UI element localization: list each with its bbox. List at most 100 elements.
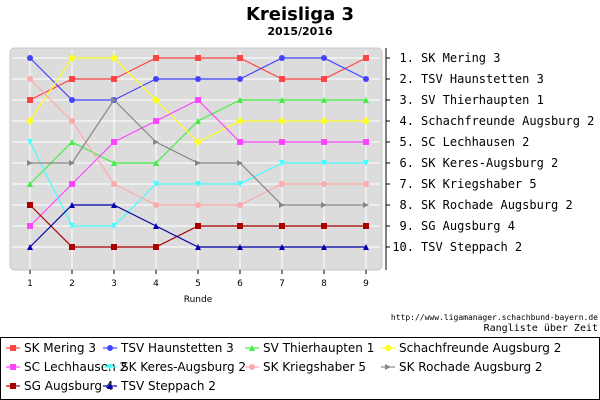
data-point [278, 117, 286, 125]
chart-subtitle: 2015/2016 [267, 25, 333, 38]
data-point [279, 76, 285, 82]
data-point [68, 54, 76, 62]
data-point [27, 55, 33, 61]
data-point [363, 223, 369, 229]
data-point [279, 181, 285, 187]
series-group [27, 97, 369, 187]
legend: SK Mering 3 TSV Haunstetten 3 SV Thierhaup… [0, 337, 600, 400]
data-point [195, 76, 201, 82]
legend-label: SK Kriegshaber 5 [263, 360, 366, 374]
plot-area [9, 47, 383, 271]
data-point [363, 244, 369, 250]
rank-label: 7. [400, 177, 414, 191]
legend-label: TSV Haunstetten 3 [120, 341, 234, 355]
legend-label: SK Rochade Augsburg 2 [399, 360, 543, 374]
credit-link[interactable]: http://www.ligamanager.schachbund-bayern… [391, 313, 598, 322]
legend-label: SC Lechhausen 2 [24, 360, 127, 374]
data-point [153, 76, 159, 82]
legend-item: SK Keres-Augsburg 2 [103, 360, 246, 374]
data-point [69, 97, 75, 103]
x-tick-label: 2 [69, 279, 75, 289]
data-point [153, 160, 159, 166]
data-point [279, 97, 285, 103]
data-point [153, 244, 159, 250]
data-point [111, 202, 117, 208]
series-group [27, 55, 369, 103]
data-point [27, 139, 33, 145]
rank-label: 9. [400, 219, 414, 233]
data-point [27, 223, 33, 229]
data-point [153, 223, 159, 229]
data-point [237, 244, 243, 250]
x-axis-label: Runde [184, 295, 213, 305]
rank-team-name: TSV Steppach 2 [421, 240, 522, 254]
data-point [110, 54, 118, 62]
data-point [236, 117, 244, 125]
data-point [195, 118, 201, 124]
x-tick-label: 4 [153, 279, 159, 289]
series-group [27, 97, 369, 208]
data-point [111, 244, 117, 250]
data-point [279, 223, 285, 229]
x-tick-label: 7 [279, 279, 285, 289]
legend-label: SV Thierhaupten 1 [263, 341, 374, 355]
series-group [27, 97, 369, 229]
data-point [237, 139, 243, 145]
data-point [321, 55, 327, 61]
legend-marker [10, 345, 16, 351]
data-point [237, 223, 243, 229]
data-point [279, 244, 285, 250]
data-point [69, 223, 75, 229]
data-point [69, 181, 75, 187]
data-point [153, 139, 159, 145]
data-point [279, 55, 285, 61]
caption: Rangliste über Zeit [484, 323, 598, 334]
data-point [237, 202, 243, 208]
data-point [27, 202, 33, 208]
data-point [195, 244, 201, 250]
legend-item: TSV Steppach 2 [103, 379, 216, 393]
legend-marker [107, 383, 113, 389]
rank-team-name: SG Augsburg 4 [421, 219, 515, 233]
legend-marker [385, 364, 391, 370]
legend-marker [107, 345, 113, 351]
legend-label: Schachfreunde Augsburg 2 [399, 341, 561, 355]
data-point [321, 244, 327, 250]
rank-team-name: SK Keres-Augsburg 2 [421, 156, 558, 170]
x-tick-label: 1 [27, 279, 33, 289]
legend-marker [10, 383, 16, 389]
legend-items: SK Mering 3 TSV Haunstetten 3 SV Thierhaup… [6, 341, 561, 393]
data-point [69, 160, 75, 166]
data-point [153, 118, 159, 124]
rank-team-name: SV Thierhaupten 1 [421, 93, 544, 107]
rank-label: 4. [400, 114, 414, 128]
data-point [363, 55, 369, 61]
legend-label: SK Keres-Augsburg 2 [121, 360, 246, 374]
data-point [69, 118, 75, 124]
data-point [237, 55, 243, 61]
data-point [152, 96, 160, 104]
data-point [363, 76, 369, 82]
data-point [321, 76, 327, 82]
data-point [321, 181, 327, 187]
data-point [279, 202, 285, 208]
data-point [195, 55, 201, 61]
data-point [195, 97, 201, 103]
legend-item: SK Kriegshaber 5 [245, 360, 366, 374]
rank-label: 8. [400, 198, 414, 212]
data-point [111, 181, 117, 187]
legend-marker [384, 344, 392, 352]
data-point [321, 139, 327, 145]
legend-label: TSV Steppach 2 [120, 379, 216, 393]
data-point [195, 181, 201, 187]
legend-item: SC Lechhausen 2 [6, 360, 127, 374]
data-point [321, 97, 327, 103]
x-tick-label: 6 [237, 279, 243, 289]
x-axis: 1 2 3 4 5 6 7 8 9 [27, 270, 369, 289]
data-point [27, 181, 33, 187]
legend-item: SK Rochade Augsburg 2 [381, 360, 543, 374]
legend-item: SG Augsburg 4 [6, 379, 113, 393]
data-point [279, 139, 285, 145]
rank-label: 10. [392, 240, 414, 254]
legend-item: SV Thierhaupten 1 [245, 341, 374, 355]
